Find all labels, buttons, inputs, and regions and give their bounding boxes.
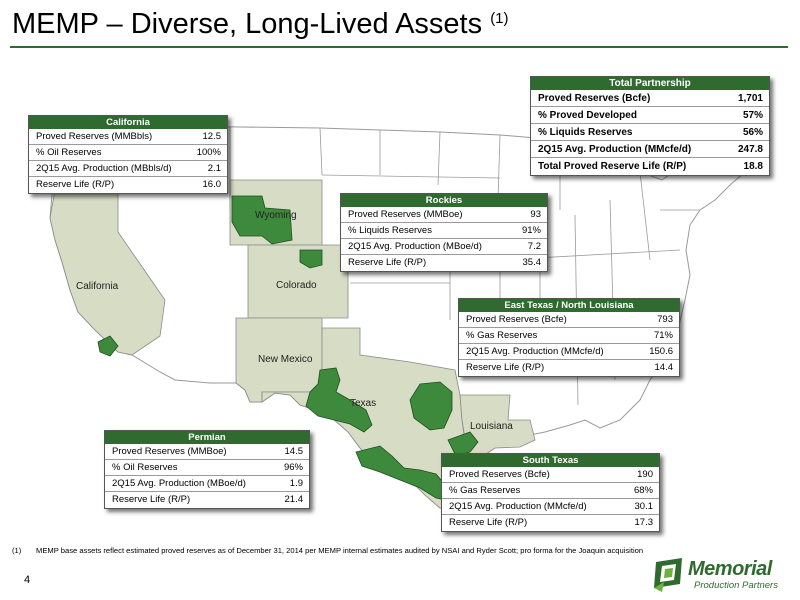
table-row: % Gas Reserves 68% xyxy=(442,483,659,499)
table-row: 2Q15 Avg. Production (MMcfe/d) 247.8 xyxy=(531,141,769,158)
label-wyoming: Wyoming xyxy=(255,210,297,221)
box-header: South Texas xyxy=(442,454,659,467)
table-row: Proved Reserves (Bcfe) 1,701 xyxy=(531,90,769,107)
page-title: MEMP – Diverse, Long-Lived Assets (1) xyxy=(12,8,509,40)
table-row: % Liquids Reserves 91% xyxy=(341,223,547,239)
table-row: 2Q15 Avg. Production (MBoe/d) 1.9 xyxy=(105,476,309,492)
label-colorado: Colorado xyxy=(276,280,317,291)
box-header: East Texas / North Louisiana xyxy=(459,299,679,312)
table-row: 2Q15 Avg. Production (MMcfe/d) 30.1 xyxy=(442,499,659,515)
label-texas: Texas xyxy=(350,398,377,409)
south-texas-box: South Texas Proved Reserves (Bcfe) 190 % … xyxy=(441,453,660,532)
table-row: 2Q15 Avg. Production (MBoe/d) 7.2 xyxy=(341,239,547,255)
box-header: Permian xyxy=(105,431,309,444)
asset-area-california xyxy=(97,335,119,357)
box-header: Total Partnership xyxy=(531,77,769,90)
table-row: % Gas Reserves 71% xyxy=(459,328,679,344)
rockies-box: Rockies Proved Reserves (MMBoe) 93 % Liqu… xyxy=(340,193,548,272)
table-row: 2Q15 Avg. Production (MMcfe/d) 150.6 xyxy=(459,344,679,360)
company-logo: Memorial Production Partners xyxy=(652,556,792,596)
footnote: (1) MEMP base assets reflect estimated pr… xyxy=(12,546,752,555)
box-header: California xyxy=(29,116,227,129)
total-partnership-box: Total Partnership Proved Reserves (Bcfe)… xyxy=(530,76,770,176)
footnote-number: (1) xyxy=(12,546,22,555)
table-row: Reserve Life (R/P) 21.4 xyxy=(112,494,303,505)
footnote-text: MEMP base assets reflect estimated prove… xyxy=(36,546,644,555)
title-divider xyxy=(10,46,788,48)
table-row: % Liquids Reserves 56% xyxy=(531,124,769,141)
label-new-mexico: New Mexico xyxy=(258,354,313,365)
memorial-logo-icon xyxy=(654,558,682,592)
asset-area-permian xyxy=(305,367,373,433)
logo-name: Memorial xyxy=(688,558,772,580)
table-row: % Oil Reserves 100% xyxy=(29,145,227,161)
table-row: Proved Reserves (Bcfe) 190 xyxy=(442,467,659,483)
logo-subtitle: Production Partners xyxy=(694,580,778,591)
asset-area-east-texas xyxy=(409,381,453,431)
page-number: 4 xyxy=(24,574,31,586)
california-box: California Proved Reserves (MMBbls) 12.5 … xyxy=(28,115,228,194)
label-california: California xyxy=(76,281,119,292)
table-row: Proved Reserves (MMBbls) 12.5 xyxy=(29,129,227,145)
table-row: Reserve Life (R/P) 17.3 xyxy=(449,517,653,528)
table-row: Proved Reserves (Bcfe) 793 xyxy=(459,312,679,328)
asset-area-wyoming xyxy=(231,195,293,245)
table-row: Reserve Life (R/P) 14.4 xyxy=(466,362,673,373)
table-row: Reserve Life (R/P) 16.0 xyxy=(36,179,221,190)
table-row: Reserve Life (R/P) 35.4 xyxy=(348,257,541,268)
table-row: % Oil Reserves 96% xyxy=(105,460,309,476)
east-texas-box: East Texas / North Louisiana Proved Rese… xyxy=(458,298,680,377)
box-header: Rockies xyxy=(341,194,547,207)
table-row: % Proved Developed 57% xyxy=(531,107,769,124)
table-row: Total Proved Reserve Life (R/P) 18.8 xyxy=(538,161,763,172)
permian-box: Permian Proved Reserves (MMBoe) 14.5 % Oi… xyxy=(104,430,310,509)
asset-area-wyoming-south xyxy=(299,249,323,269)
table-row: Proved Reserves (MMBoe) 14.5 xyxy=(105,444,309,460)
state-colorado xyxy=(247,244,349,319)
table-row: Proved Reserves (MMBoe) 93 xyxy=(341,207,547,223)
table-row: 2Q15 Avg. Production (MBbls/d) 2.1 xyxy=(29,161,227,177)
label-louisiana: Louisiana xyxy=(470,421,513,432)
